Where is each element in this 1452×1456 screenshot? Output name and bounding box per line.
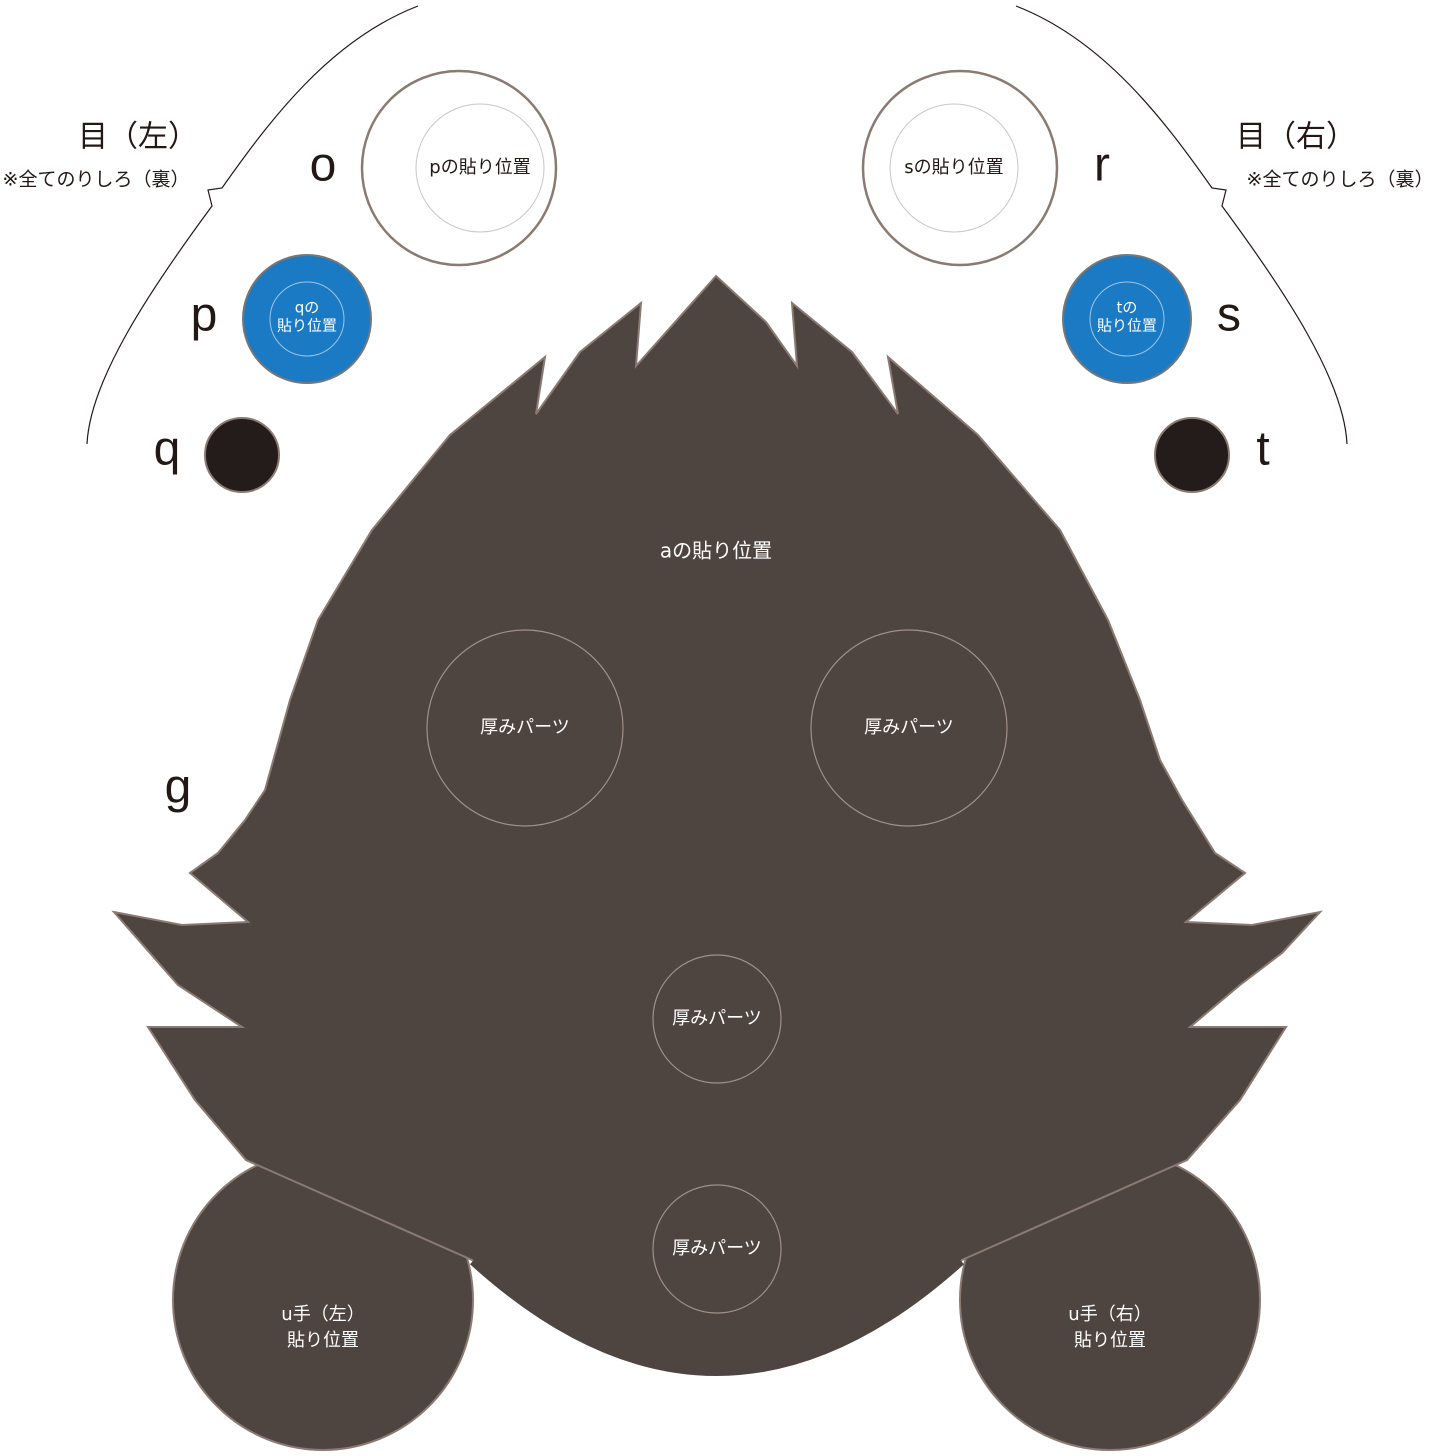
hand-label: u手（左）: [281, 1304, 364, 1325]
part-label: q: [154, 423, 181, 476]
hand-label: 貼り位置: [1074, 1330, 1146, 1351]
part-label: s: [1217, 289, 1241, 342]
position-guide: [269, 281, 345, 357]
part-label: r: [1094, 139, 1110, 192]
head-part: [111, 274, 1323, 1451]
position-label: pの貼り位置: [429, 157, 530, 178]
position-guide: [1089, 281, 1165, 357]
hand-label: 貼り位置: [287, 1330, 359, 1351]
part-p: [242, 254, 372, 384]
right-eye-title: 目（右）: [1236, 120, 1356, 155]
position-label: 貼り位置: [277, 317, 337, 335]
part-q: [204, 417, 280, 493]
thickness-label: 厚みパーツ: [672, 1238, 762, 1259]
position-label: tの: [1117, 299, 1138, 317]
left-eye-note: ※全てのりしろ（裏）: [3, 169, 190, 191]
thickness-circle: [810, 629, 1008, 827]
thickness-circle: [426, 629, 624, 827]
left-bracket: [86, 5, 419, 445]
thickness-label: 厚みパーツ: [480, 717, 570, 738]
part-t: [1154, 417, 1230, 493]
position-label: sの貼り位置: [904, 157, 1003, 178]
part-label: p: [191, 289, 218, 342]
left-eye-title: 目（左）: [78, 120, 198, 155]
part-label: o: [310, 139, 337, 192]
seam-cover: [469, 1259, 965, 1376]
thickness-label: 厚みパーツ: [672, 1008, 762, 1029]
position-guide: [889, 103, 1019, 233]
part-o: [360, 69, 558, 267]
part-label: t: [1256, 423, 1269, 476]
part-label: g: [165, 761, 192, 814]
hand-label: u手（右）: [1068, 1304, 1151, 1325]
position-label: qの: [295, 299, 320, 317]
right-bracket: [1015, 5, 1348, 445]
thickness-label: 厚みパーツ: [864, 717, 954, 738]
right-eye-note: ※全てのりしろ（裏）: [1247, 169, 1434, 191]
position-label: aの貼り位置: [660, 539, 772, 563]
thickness-circles: [426, 629, 1008, 1314]
position-guide: [415, 103, 545, 233]
part-s: [1062, 254, 1192, 384]
thickness-circle: [652, 954, 782, 1084]
thickness-circle: [652, 1184, 782, 1314]
position-label: 貼り位置: [1097, 317, 1157, 335]
